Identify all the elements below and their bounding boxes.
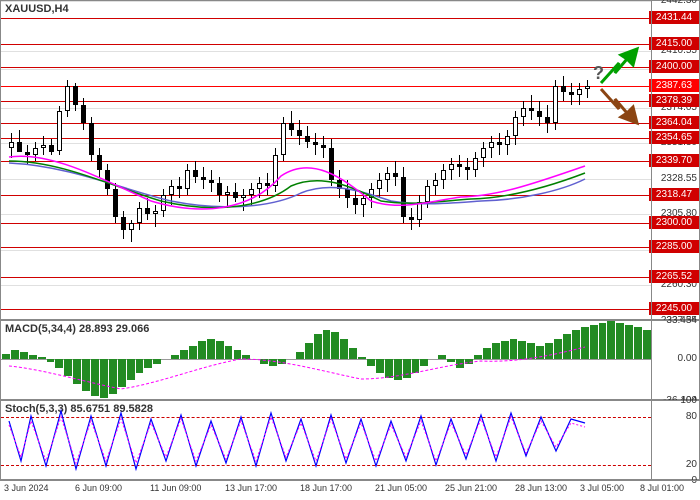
stoch-ytick: 20 bbox=[686, 459, 697, 470]
time-label: 25 Jun 21:00 bbox=[445, 483, 497, 498]
price-level-label: 2400.00 bbox=[649, 60, 699, 73]
ytick-label: 2328.55 bbox=[661, 173, 697, 184]
ma-fast bbox=[9, 156, 585, 209]
price-level-label: 2364.04 bbox=[649, 116, 699, 129]
question-mark: ? bbox=[593, 63, 604, 83]
stoch-d-line bbox=[9, 417, 585, 463]
price-level-label: 2318.47 bbox=[649, 188, 699, 201]
price-level-label: 2265.52 bbox=[649, 270, 699, 283]
time-label: 6 Jun 09:00 bbox=[75, 483, 122, 498]
macd-ytick: 0.00 bbox=[678, 353, 697, 364]
price-level-label: 2431.44 bbox=[649, 11, 699, 24]
stoch-k-line bbox=[9, 411, 585, 469]
price-level-label: 2245.00 bbox=[649, 302, 699, 315]
time-label: 28 Jun 13:00 bbox=[515, 483, 567, 498]
stoch-panel: Stoch(5,3,3) 85.6751 89.582810080200 bbox=[0, 400, 700, 480]
macd-ytick: 33.434 bbox=[666, 315, 697, 326]
ytick-label: 2442.30 bbox=[661, 0, 697, 6]
time-label: 11 Jun 09:00 bbox=[150, 483, 201, 498]
time-label: 21 Jun 05:00 bbox=[375, 483, 427, 498]
arrow-down-icon bbox=[601, 89, 637, 123]
price-level-label: 2300.00 bbox=[649, 216, 699, 229]
axis-separator bbox=[651, 401, 652, 479]
price-level-label: 2285.00 bbox=[649, 240, 699, 253]
price-level-label: 2354.65 bbox=[649, 131, 699, 144]
time-label: 18 Jun 17:00 bbox=[300, 483, 352, 498]
stoch-overlay bbox=[1, 401, 651, 481]
arrow-up-icon bbox=[601, 49, 637, 83]
macd-overlay bbox=[1, 321, 651, 401]
price-level-label: 2415.00 bbox=[649, 37, 699, 50]
macd-panel: MACD(5,34,4) 28.893 29.06633.4340.00-36.… bbox=[0, 320, 700, 400]
axis-separator bbox=[651, 1, 652, 319]
stoch-ytick: 100 bbox=[680, 395, 697, 406]
time-label: 3 Jun 2024 bbox=[4, 483, 49, 498]
price-level-label: 2378.39 bbox=[649, 94, 699, 107]
price-overlay: ? bbox=[1, 1, 651, 321]
price-level-label: 2387.63 bbox=[649, 79, 699, 92]
axis-separator bbox=[651, 321, 652, 399]
time-axis: 3 Jun 2024 6 Jun 09:00 11 Jun 09:00 13 Jun … bbox=[0, 480, 700, 500]
price-level-label: 2339.70 bbox=[649, 154, 699, 167]
macd-signal-line bbox=[9, 347, 585, 389]
time-label: 3 Jul 05:00 bbox=[580, 483, 624, 498]
time-label: 8 Jul 01:00 bbox=[640, 483, 684, 498]
time-label: 13 Jun 17:00 bbox=[225, 483, 277, 498]
price-panel: XAUUSD,H42442.302410.552398.802374.05235… bbox=[0, 0, 700, 320]
stoch-ytick: 80 bbox=[686, 411, 697, 422]
